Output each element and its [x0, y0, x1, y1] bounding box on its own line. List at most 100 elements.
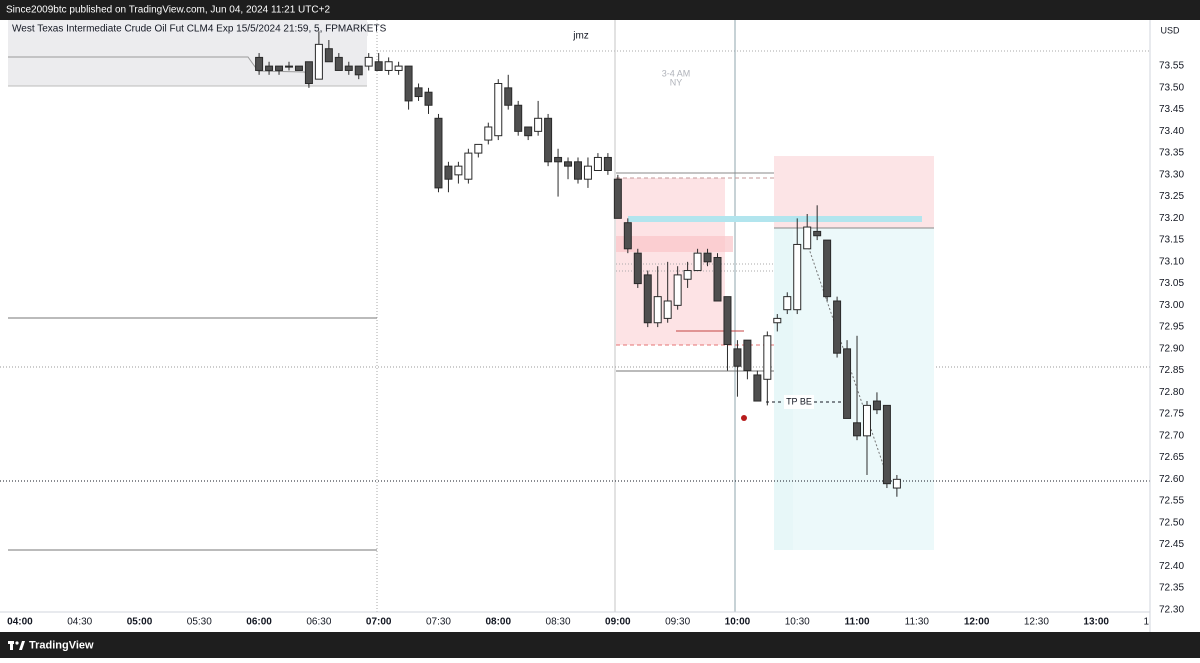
candle-body	[713, 256, 722, 302]
y-tick-label: 72.75	[1159, 409, 1184, 420]
candle-body	[304, 61, 313, 85]
candle-body	[882, 404, 891, 485]
candle-body	[334, 56, 343, 71]
annotation: TP BE	[786, 396, 812, 406]
candle-body	[464, 152, 473, 180]
y-tick-label: 72.90	[1159, 343, 1184, 354]
logo-part	[19, 641, 25, 650]
x-tick-label: 13:00	[1083, 617, 1109, 628]
candle-body	[623, 222, 632, 250]
x-tick-label: 09:00	[605, 617, 631, 628]
y-tick-label: 73.50	[1159, 82, 1184, 93]
candle-body	[474, 143, 483, 154]
candle-body	[573, 161, 582, 180]
x-tick-label: 06:30	[306, 617, 331, 628]
y-tick-label: 72.45	[1159, 539, 1184, 550]
y-tick-label: 73.40	[1159, 126, 1184, 137]
y-tick-label: 73.15	[1159, 235, 1184, 246]
candle-body	[872, 400, 881, 411]
x-tick-label: 06:00	[246, 617, 272, 628]
candle-body	[374, 61, 383, 71]
candle-body	[743, 339, 752, 372]
y-tick-label: 72.50	[1159, 517, 1184, 528]
candle-body	[444, 165, 453, 180]
candle-body	[653, 296, 662, 324]
currency-label: USD	[1160, 25, 1180, 35]
target-zone-inner	[793, 228, 934, 550]
x-tick-label: 08:00	[485, 617, 511, 628]
x-tick-label: 10:30	[785, 617, 810, 628]
candle-body	[793, 243, 802, 311]
candle-body	[683, 270, 692, 280]
x-tick-label: 04:00	[7, 617, 33, 628]
logo-part	[15, 641, 19, 645]
x-tick-label: 08:30	[546, 617, 571, 628]
candle-body	[524, 126, 533, 137]
candle-body	[255, 56, 264, 71]
y-axis-bg	[1150, 20, 1200, 632]
y-tick-label: 72.60	[1159, 474, 1184, 485]
candle-body	[673, 274, 682, 306]
candle-body	[364, 56, 373, 67]
y-tick-label: 72.40	[1159, 561, 1184, 572]
x-tick-label: 05:00	[127, 617, 153, 628]
zone-band	[616, 236, 733, 252]
candle-body	[723, 296, 732, 345]
y-tick-label: 72.65	[1159, 452, 1184, 463]
y-tick-label: 73.35	[1159, 148, 1184, 159]
candle-body	[354, 65, 363, 76]
candle-body	[583, 165, 592, 180]
y-tick-label: 72.95	[1159, 322, 1184, 333]
candle-body	[603, 156, 612, 172]
candle-body	[833, 300, 842, 354]
brand-logo	[8, 641, 25, 650]
x-tick-label: 11:30	[905, 617, 930, 628]
y-tick-label: 72.35	[1159, 583, 1184, 594]
x-tick-label: 05:30	[187, 617, 212, 628]
candle-body	[344, 65, 353, 71]
candle-body	[783, 296, 792, 311]
candle-body	[504, 87, 513, 106]
candle-body	[275, 65, 284, 71]
candle-body	[693, 252, 702, 272]
chart-title: West Texas Intermediate Crude Oil Fut CL…	[12, 24, 387, 35]
marker-dot	[741, 415, 747, 421]
x-tick-label: 04:30	[67, 617, 92, 628]
publisher-text: Since2009btc published on TradingView.co…	[6, 5, 330, 16]
y-tick-label: 72.85	[1159, 365, 1184, 376]
brand-name: TradingView	[29, 639, 94, 651]
candle-body	[394, 65, 403, 71]
x-tick-label: 12:30	[1024, 617, 1049, 628]
header-bar	[0, 0, 1200, 20]
candle-body	[414, 87, 423, 98]
y-tick-label: 73.30	[1159, 169, 1184, 180]
y-tick-label: 72.55	[1159, 496, 1184, 507]
annotation: 3-4 AM	[662, 68, 691, 78]
y-axis: USD 73.55 73.50 73.45 73.40 73.35 73.30 73.25 7…	[1149, 20, 1200, 632]
x-tick-label: 07:30	[426, 617, 451, 628]
annotation: jmz	[572, 31, 589, 42]
candle-body	[663, 300, 672, 319]
y-tick-label: 73.05	[1159, 278, 1184, 289]
candle-body	[544, 117, 553, 163]
candle-body	[514, 104, 523, 132]
candle-body	[753, 374, 762, 402]
y-tick-label: 73.10	[1159, 256, 1184, 267]
y-tick-label: 72.70	[1159, 430, 1184, 441]
candle-body	[703, 252, 712, 263]
drawings: West Texas Intermediate Crude Oil Fut CL…	[0, 20, 1150, 612]
candle-body	[454, 165, 463, 176]
y-tick-label: 73.55	[1159, 61, 1184, 72]
candle-body	[294, 65, 303, 71]
candle-body	[763, 335, 772, 380]
candle-body	[384, 61, 393, 71]
candle-body	[823, 239, 832, 298]
candle-body	[773, 317, 782, 324]
candle-body	[803, 226, 812, 250]
x-tick-label: 12:00	[964, 617, 990, 628]
candle-body	[643, 274, 652, 324]
x-axis-bg	[0, 612, 1150, 632]
logo-part	[10, 641, 13, 650]
